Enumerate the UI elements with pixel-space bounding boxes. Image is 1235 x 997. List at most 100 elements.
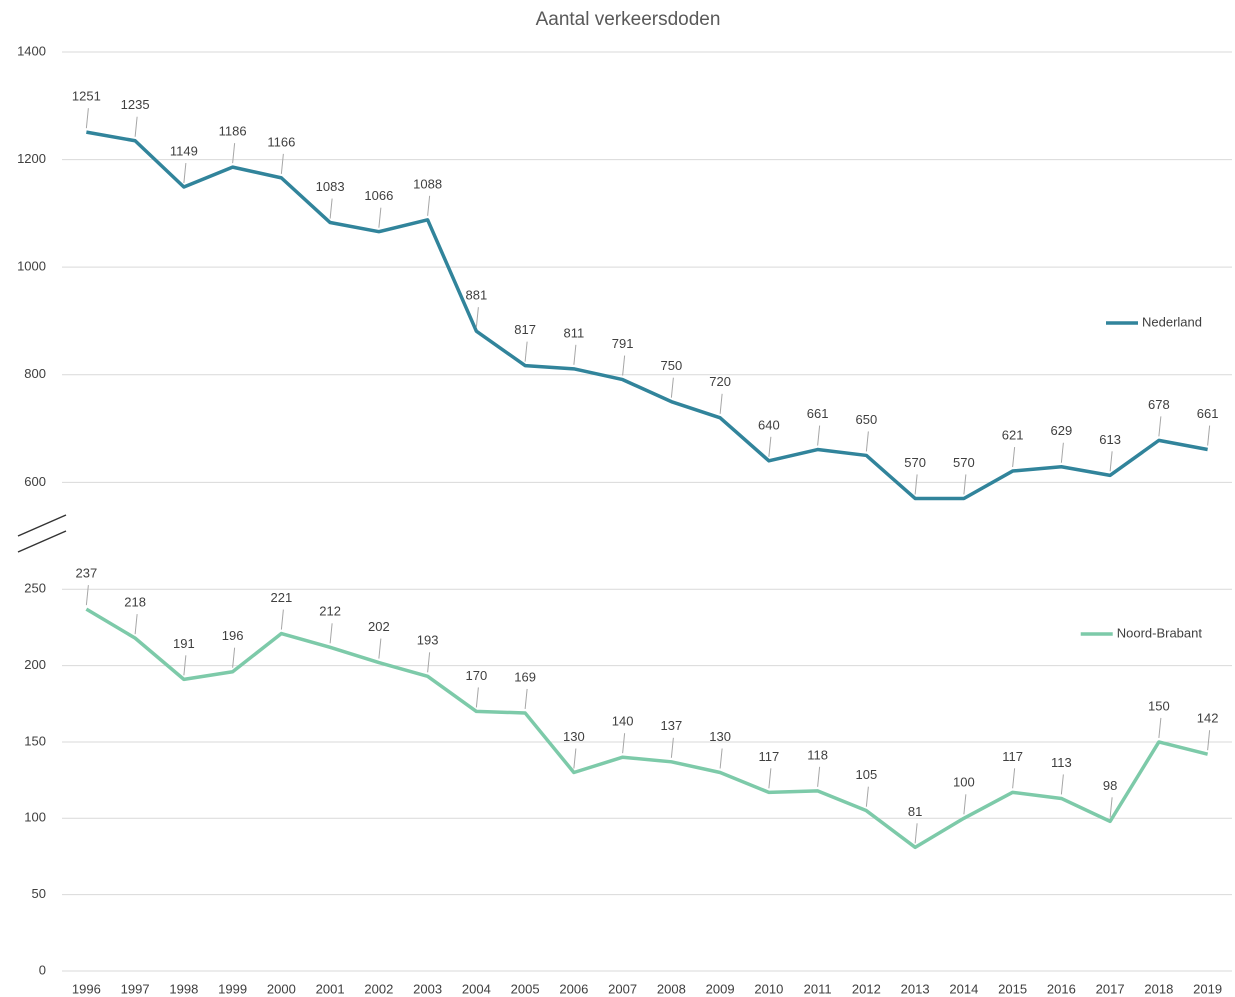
- data-label: 661: [807, 406, 829, 421]
- leader-line: [280, 609, 284, 630]
- legend-label: Nederland: [1142, 314, 1202, 329]
- chart-title: Aantal verkeersdoden: [536, 9, 721, 30]
- data-label: 1166: [267, 134, 295, 149]
- data-label: 221: [271, 590, 293, 605]
- x-tick-label: 2006: [559, 981, 588, 996]
- leader-line: [622, 355, 626, 376]
- data-label: 218: [124, 595, 146, 610]
- leader-line: [134, 116, 138, 137]
- line: [85, 607, 1209, 850]
- data-label: 202: [368, 619, 390, 634]
- leader-line: [865, 786, 869, 807]
- leader-line: [183, 655, 187, 676]
- leader-line: [817, 766, 821, 787]
- line: [86, 130, 1208, 501]
- data-label: 142: [1197, 711, 1219, 726]
- data-label: 105: [856, 767, 878, 782]
- data-label: 1088: [413, 176, 442, 191]
- leader-line: [524, 688, 528, 709]
- y-tick-label: 600: [24, 474, 46, 489]
- data-label: 570: [904, 455, 926, 470]
- x-tick-label: 2012: [852, 981, 881, 996]
- x-tick-label: 2014: [949, 981, 978, 996]
- leader-line: [232, 647, 236, 668]
- data-label: 237: [76, 566, 98, 581]
- y-tick-label: 1200: [17, 151, 46, 166]
- y-tick-label: 0: [39, 962, 46, 977]
- leader-line: [670, 737, 674, 758]
- x-tick-label: 2010: [754, 981, 783, 996]
- leader-line: [427, 195, 431, 216]
- leader-line: [524, 341, 528, 362]
- leader-line: [1207, 425, 1211, 446]
- leader-line: [1109, 797, 1113, 818]
- x-tick-label: 2018: [1144, 981, 1173, 996]
- data-label: 817: [514, 322, 536, 337]
- x-tick-label: 1998: [169, 981, 198, 996]
- x-tick-label: 1996: [72, 981, 101, 996]
- data-label: 212: [319, 604, 341, 619]
- data-label: 100: [953, 775, 975, 790]
- data-label: 117: [1002, 749, 1023, 764]
- leader-line: [475, 687, 479, 708]
- y-tick-label: 250: [24, 581, 46, 596]
- leader-line: [329, 623, 333, 644]
- leader-line: [378, 207, 382, 228]
- leader-line: [768, 436, 772, 457]
- x-tick-label: 2003: [413, 981, 442, 996]
- leader-line: [1158, 717, 1162, 739]
- x-tick-label: 1997: [121, 981, 150, 996]
- y-tick-label: 1000: [17, 259, 46, 274]
- data-label: 150: [1148, 698, 1170, 713]
- leader-line: [1158, 416, 1162, 437]
- data-label: 1186: [219, 124, 247, 139]
- data-label: 191: [173, 636, 195, 651]
- x-tick-label: 2019: [1193, 981, 1222, 996]
- x-tick-label: 2011: [804, 981, 832, 996]
- leader-line: [817, 425, 821, 446]
- axis-break: [17, 530, 67, 553]
- leader-line: [1060, 442, 1064, 463]
- data-label: 661: [1197, 406, 1219, 421]
- data-label: 1149: [170, 143, 198, 158]
- leader-line: [183, 162, 187, 184]
- leader-line: [963, 474, 967, 495]
- data-label: 137: [661, 718, 683, 733]
- leader-line: [1109, 451, 1113, 472]
- x-tick-label: 2005: [511, 981, 540, 996]
- x-tick-label: 2017: [1096, 981, 1125, 996]
- leader-line: [865, 431, 869, 452]
- data-label: 613: [1099, 432, 1121, 447]
- leader-line: [963, 794, 967, 815]
- leader-line: [85, 108, 89, 129]
- data-label: 1066: [364, 188, 393, 203]
- data-label: 193: [417, 633, 439, 648]
- data-label: 196: [222, 628, 244, 643]
- leader-line: [719, 748, 723, 769]
- axis-break: [17, 514, 67, 537]
- y-tick-label: 150: [24, 733, 46, 748]
- leader-line: [719, 393, 723, 414]
- data-label: 629: [1051, 423, 1073, 438]
- x-tick-label: 2009: [706, 981, 735, 996]
- leader-line: [85, 585, 89, 606]
- data-label: 1083: [316, 179, 345, 194]
- y-tick-label: 100: [24, 810, 46, 825]
- data-label: 130: [563, 729, 585, 744]
- data-label: 640: [758, 417, 780, 432]
- data-label: 130: [709, 729, 731, 744]
- leader-line: [573, 748, 577, 769]
- leader-line: [378, 638, 382, 659]
- x-tick-label: 2016: [1047, 981, 1076, 996]
- leader-line: [475, 307, 479, 328]
- leader-line: [1012, 768, 1016, 789]
- leader-line: [1012, 446, 1016, 468]
- data-label: 117: [759, 749, 780, 764]
- data-label: 169: [514, 669, 536, 684]
- data-label: 81: [908, 804, 922, 819]
- data-label: 811: [564, 325, 585, 340]
- data-label: 650: [856, 412, 878, 427]
- data-label: 791: [612, 336, 634, 351]
- data-label: 750: [661, 358, 683, 373]
